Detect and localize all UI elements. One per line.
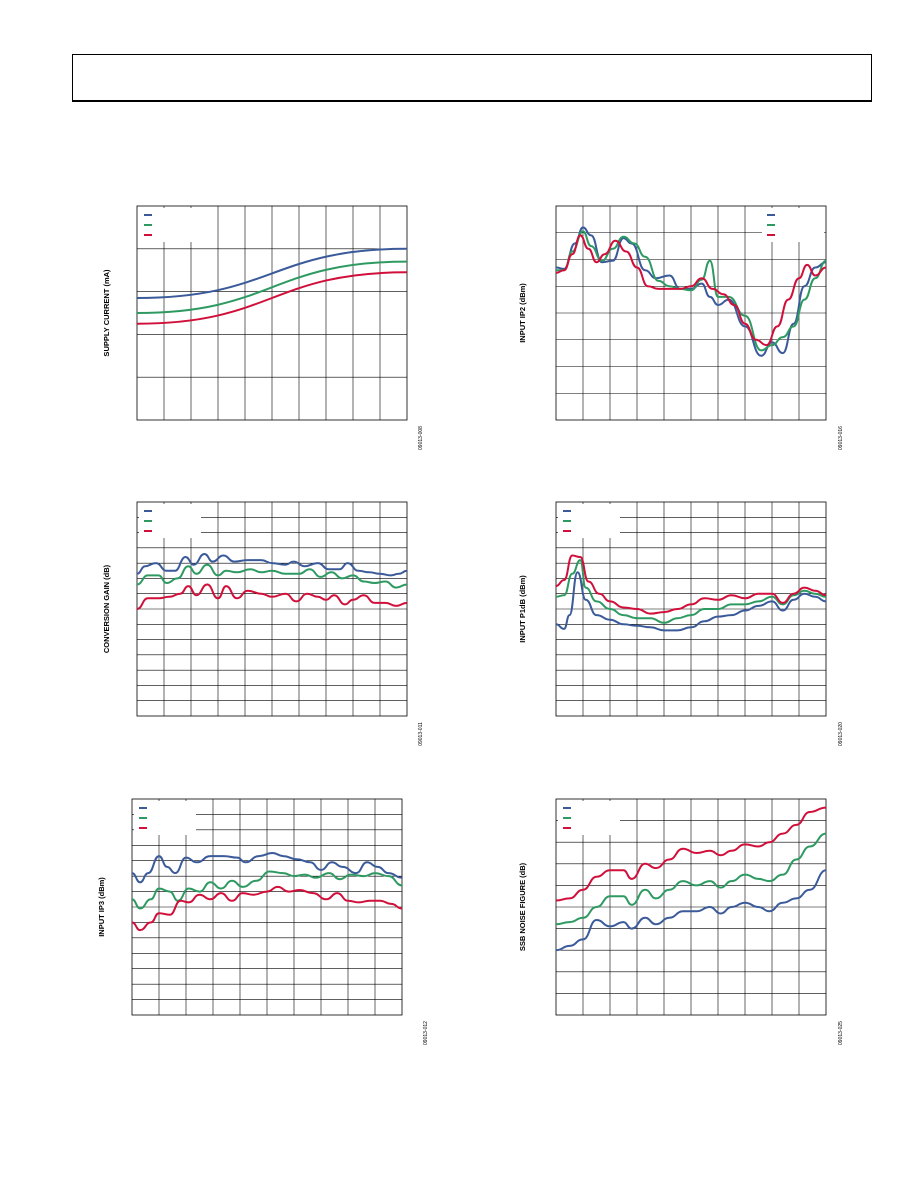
ssb-noise-figure-series-red-line <box>555 806 827 902</box>
input-p1db-y-axis-label: INPUT P1dB (dBm) <box>518 575 527 643</box>
conversion-gain-series-green-line <box>136 563 408 589</box>
supply-current-y-axis-label: SUPPLY CURRENT (mA) <box>102 269 111 357</box>
input-ip3-series-green-line <box>131 870 403 910</box>
supply-current-panel: SUPPLY CURRENT (mA) 09013-008 <box>102 205 424 450</box>
ssb-noise-figure-series-green-line <box>555 832 827 926</box>
supply-current-series-blue-line <box>136 247 408 299</box>
supply-current-series-red-line <box>136 271 408 325</box>
conversion-gain-figure-id: 09013-011 <box>418 722 424 746</box>
input-ip3-panel: INPUT IP3 (dBm) 09013-012 <box>97 798 429 1045</box>
conversion-gain-panel: CONVERSION GAIN (dB) 09013-011 <box>102 501 424 746</box>
input-ip3-y-axis-label: INPUT IP3 (dBm) <box>97 877 106 937</box>
input-p1db-figure-id: 09013-020 <box>838 722 844 746</box>
input-p1db-series-red-line <box>555 554 827 615</box>
ssb-noise-figure-y-axis-label: SSB NOISE FIGURE (dB) <box>518 862 527 951</box>
supply-current-figure-id: 09013-008 <box>418 426 424 450</box>
input-ip3-series-red-line <box>131 885 403 932</box>
input-ip2-y-axis-label: INPUT IP2 (dBm) <box>518 283 527 343</box>
input-ip3-series-blue-line <box>131 852 403 884</box>
input-ip2-series-green-line <box>556 230 827 352</box>
ssb-noise-figure-panel: SSB NOISE FIGURE (dB) 09013-025 <box>518 798 844 1045</box>
input-p1db-panel: INPUT P1dB (dBm) 09013-020 <box>518 501 844 746</box>
input-p1db-series-green-line <box>555 559 827 624</box>
ssb-noise-figure-figure-id: 09013-025 <box>838 1021 844 1045</box>
input-ip2-series-red-line <box>555 234 827 347</box>
input-ip2-panel: INPUT IP2 (dBm) 09013-016 <box>518 205 844 450</box>
conversion-gain-series-blue-line <box>136 553 408 577</box>
input-ip2-figure-id: 09013-016 <box>838 426 844 450</box>
page-header-box <box>72 54 872 102</box>
input-p1db-series-blue-line <box>555 571 827 632</box>
conversion-gain-y-axis-label: CONVERSION GAIN (dB) <box>102 564 111 653</box>
input-ip3-figure-id: 09013-012 <box>423 1021 429 1045</box>
conversion-gain-series-red-line <box>136 583 408 610</box>
supply-current-series-green-line <box>136 260 408 314</box>
ssb-noise-figure-series-blue-line <box>555 869 827 952</box>
